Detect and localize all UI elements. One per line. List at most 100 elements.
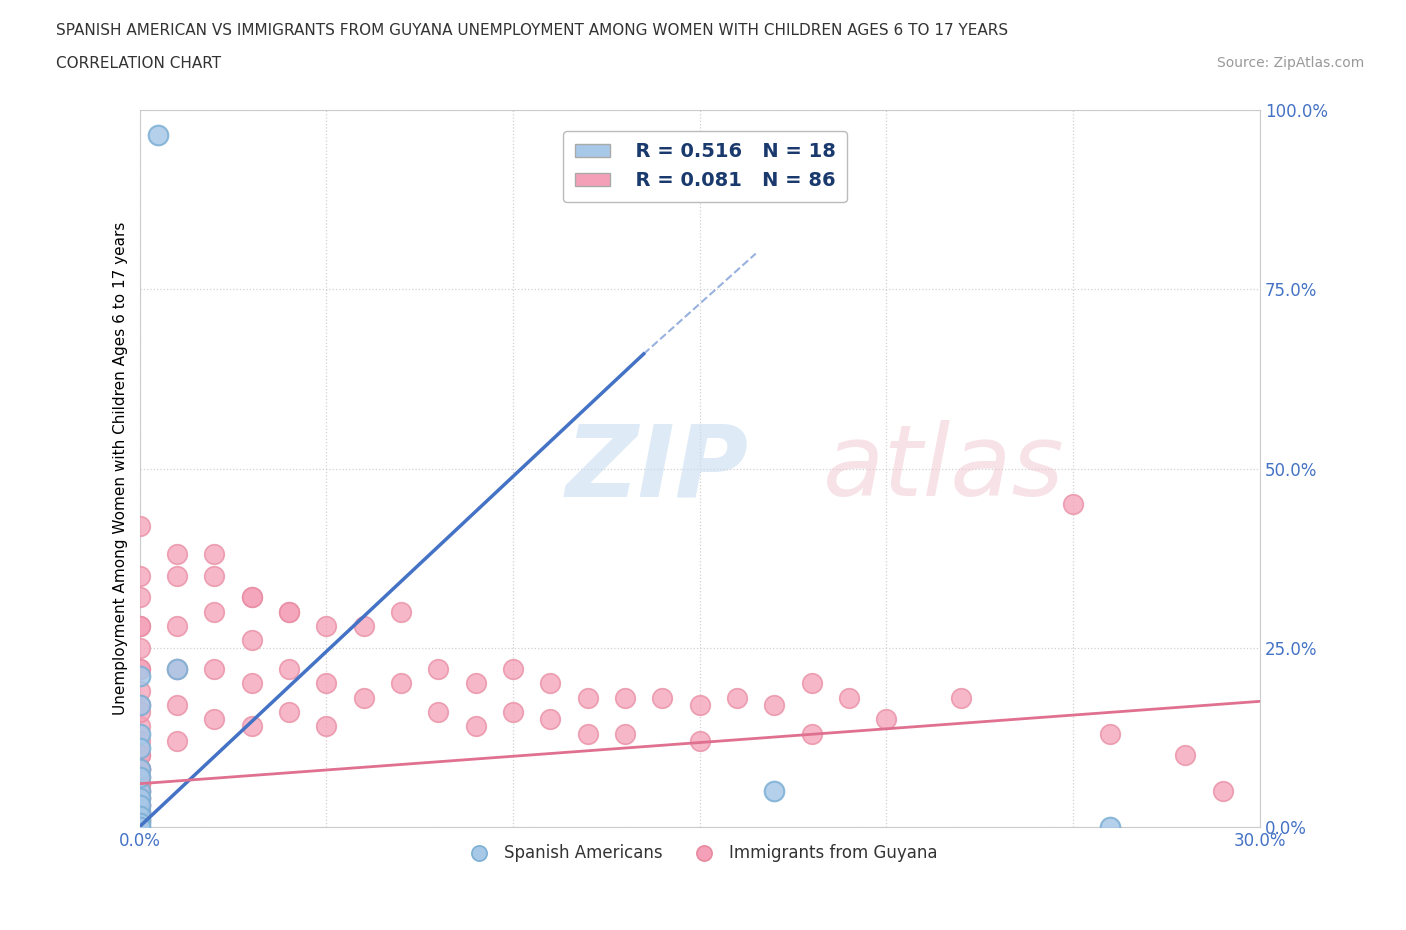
Point <box>166 661 188 676</box>
Point <box>502 705 524 720</box>
Point <box>128 769 150 784</box>
Point <box>128 812 150 827</box>
Point <box>427 705 450 720</box>
Point <box>128 790 150 805</box>
Point <box>353 618 375 633</box>
Point <box>240 633 263 648</box>
Point <box>128 777 150 791</box>
Point <box>128 661 150 676</box>
Point <box>166 698 188 712</box>
Text: ZIP: ZIP <box>565 420 748 517</box>
Y-axis label: Unemployment Among Women with Children Ages 6 to 17 years: Unemployment Among Women with Children A… <box>114 222 128 715</box>
Point <box>128 798 150 813</box>
Point <box>128 661 150 676</box>
Point <box>128 748 150 763</box>
Point <box>128 762 150 777</box>
Point <box>838 690 860 705</box>
Point <box>128 805 150 820</box>
Point <box>128 719 150 734</box>
Point <box>277 661 299 676</box>
Point <box>202 711 225 726</box>
Point <box>389 676 412 691</box>
Point <box>128 790 150 805</box>
Text: atlas: atlas <box>823 420 1064 517</box>
Point <box>1212 783 1234 798</box>
Point <box>464 676 486 691</box>
Point <box>202 604 225 619</box>
Point <box>277 705 299 720</box>
Point <box>166 547 188 562</box>
Point <box>128 740 150 755</box>
Point <box>240 590 263 604</box>
Point <box>128 762 150 777</box>
Point <box>128 783 150 798</box>
Point <box>166 618 188 633</box>
Point <box>1099 819 1122 834</box>
Text: SPANISH AMERICAN VS IMMIGRANTS FROM GUYANA UNEMPLOYMENT AMONG WOMEN WITH CHILDRE: SPANISH AMERICAN VS IMMIGRANTS FROM GUYA… <box>56 23 1008 38</box>
Point <box>128 705 150 720</box>
Point <box>128 769 150 784</box>
Point <box>202 661 225 676</box>
Legend: Spanish Americans, Immigrants from Guyana: Spanish Americans, Immigrants from Guyan… <box>456 837 943 869</box>
Point <box>128 733 150 748</box>
Point <box>128 805 150 820</box>
Point <box>689 733 711 748</box>
Point <box>950 690 973 705</box>
Point <box>464 719 486 734</box>
Point <box>315 719 337 734</box>
Point <box>128 640 150 655</box>
Point <box>128 618 150 633</box>
Point <box>763 698 786 712</box>
Point <box>614 690 637 705</box>
Point <box>128 819 150 834</box>
Point <box>128 518 150 533</box>
Point <box>128 783 150 798</box>
Point <box>128 726 150 741</box>
Point <box>166 568 188 583</box>
Point <box>277 604 299 619</box>
Point <box>128 762 150 777</box>
Point <box>389 604 412 619</box>
Point <box>128 812 150 827</box>
Point <box>128 698 150 712</box>
Point <box>128 805 150 820</box>
Point <box>576 726 599 741</box>
Point <box>240 676 263 691</box>
Point <box>277 604 299 619</box>
Point <box>1062 497 1084 512</box>
Point <box>240 719 263 734</box>
Point <box>538 711 561 726</box>
Point <box>128 748 150 763</box>
Point <box>128 669 150 684</box>
Point <box>128 618 150 633</box>
Point <box>763 783 786 798</box>
Point <box>800 726 823 741</box>
Text: CORRELATION CHART: CORRELATION CHART <box>56 56 221 71</box>
Point <box>427 661 450 676</box>
Point <box>202 547 225 562</box>
Text: Source: ZipAtlas.com: Source: ZipAtlas.com <box>1216 56 1364 70</box>
Point <box>614 726 637 741</box>
Point <box>128 790 150 805</box>
Point <box>725 690 748 705</box>
Point <box>202 568 225 583</box>
Point <box>538 676 561 691</box>
Point <box>128 812 150 827</box>
Point <box>315 618 337 633</box>
Point <box>128 777 150 791</box>
Point <box>128 808 150 823</box>
Point <box>353 690 375 705</box>
Point <box>128 798 150 813</box>
Point <box>128 777 150 791</box>
Point <box>128 698 150 712</box>
Point <box>128 783 150 798</box>
Point <box>128 816 150 830</box>
Point <box>576 690 599 705</box>
Point <box>1174 748 1197 763</box>
Point <box>651 690 673 705</box>
Point <box>875 711 897 726</box>
Point <box>128 798 150 813</box>
Point <box>128 798 150 813</box>
Point <box>315 676 337 691</box>
Point <box>502 661 524 676</box>
